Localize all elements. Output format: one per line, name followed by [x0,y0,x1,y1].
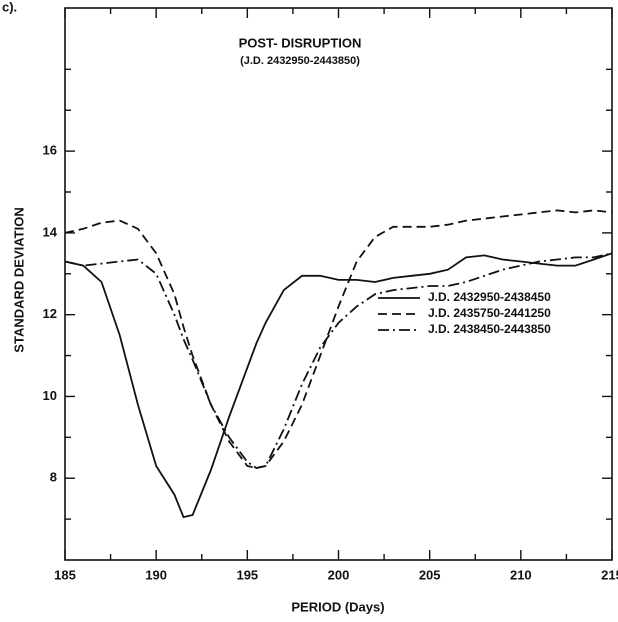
y-tick-label: 14 [43,224,58,239]
y-tick-label: 8 [50,470,57,485]
x-axis-label: PERIOD (Days) [291,599,384,614]
panel-label: c). [2,0,17,14]
plot-frame [64,7,613,561]
series-line [64,252,613,469]
chart-subtitle: (J.D. 2432950-2443850) [240,55,360,67]
y-axis-label: STANDARD DEVIATION [11,207,26,352]
x-tick-label: 185 [54,567,76,582]
x-tick-label: 195 [236,567,258,582]
legend-label: J.D. 2435750-2441250 [428,306,551,320]
legend-label: J.D. 2438450-2443850 [428,322,551,336]
x-tick-label: 215 [601,567,618,582]
x-tick-label: 205 [419,567,441,582]
series-line [64,209,613,469]
series-line [64,252,613,519]
legend-label: J.D. 2432950-2438450 [428,290,551,304]
x-tick-label: 190 [145,567,167,582]
y-tick-label: 10 [43,388,57,403]
x-tick-label: 200 [328,567,350,582]
x-tick-label: 210 [510,567,532,582]
y-tick-label: 16 [43,143,57,158]
chart-title: POST- DISRUPTION [239,35,362,50]
y-tick-label: 12 [43,306,57,321]
